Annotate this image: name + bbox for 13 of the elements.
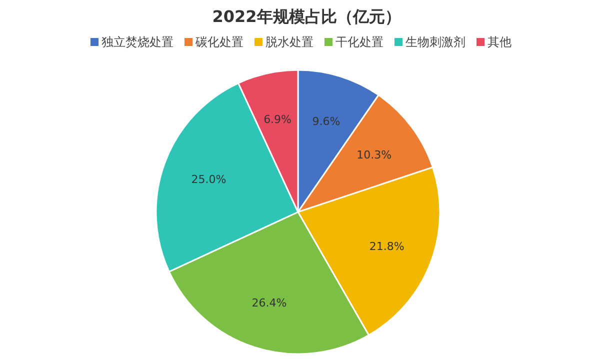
data-label: 26.4%: [252, 296, 287, 310]
legend-label: 碳化处置: [194, 35, 244, 49]
legend-label: 干化处置: [336, 35, 384, 49]
legend-label: 其他: [488, 35, 512, 49]
data-label: 6.9%: [264, 112, 292, 126]
data-label: 25.0%: [191, 173, 226, 186]
data-label: 9.6%: [312, 115, 340, 128]
chart-title: 2022年规模占比（亿元）: [212, 7, 401, 26]
legend-label: 生物刺激剂: [406, 35, 466, 49]
legend-label: 脱水处置: [266, 35, 314, 49]
data-label: 21.8%: [369, 240, 404, 253]
data-label: 10.3%: [356, 148, 392, 162]
legend-label: 独立焚烧处置: [102, 35, 174, 49]
